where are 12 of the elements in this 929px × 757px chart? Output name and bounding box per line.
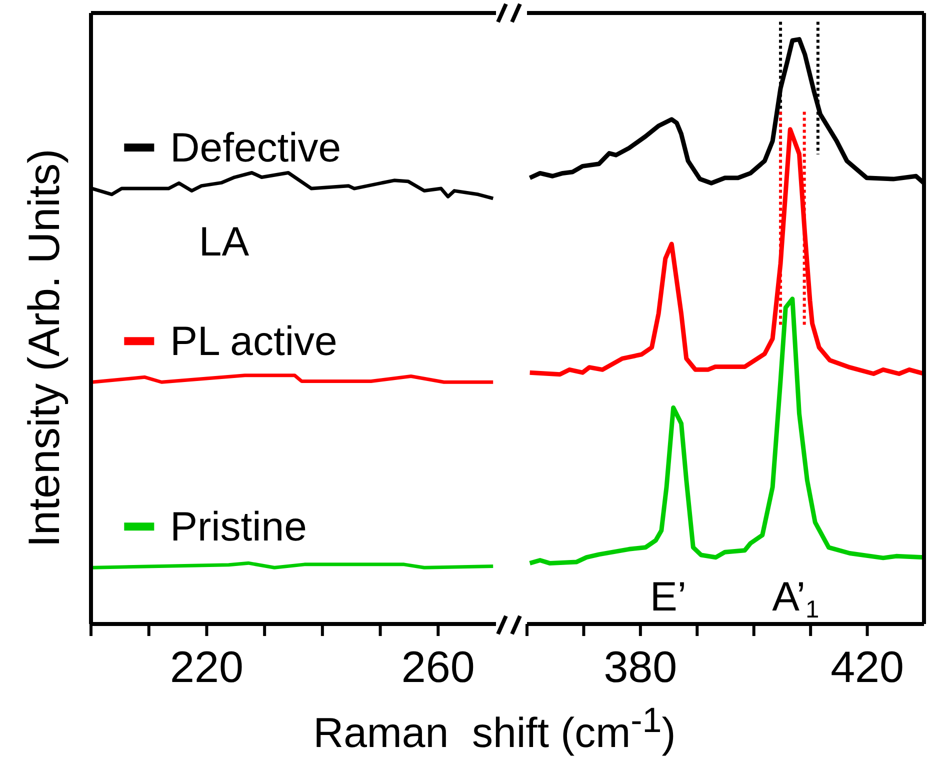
annotation: LA: [198, 218, 250, 264]
annotation: A’$_{1}$: [772, 573, 820, 624]
legend-label: Pristine: [170, 504, 307, 550]
legend-label: Defective: [170, 124, 342, 171]
x-tick-label: 380: [604, 643, 678, 692]
legend-label: PL active: [170, 318, 338, 364]
x-tick-label: 260: [401, 643, 475, 692]
y-axis-title: Intensity (Arb. Units): [20, 148, 68, 548]
x-tick-label: 420: [830, 643, 904, 692]
annotation: E’: [650, 573, 687, 620]
x-axis-title: Raman shift (cm$^{-1}$): [312, 700, 677, 757]
x-tick-label: 220: [170, 643, 244, 692]
